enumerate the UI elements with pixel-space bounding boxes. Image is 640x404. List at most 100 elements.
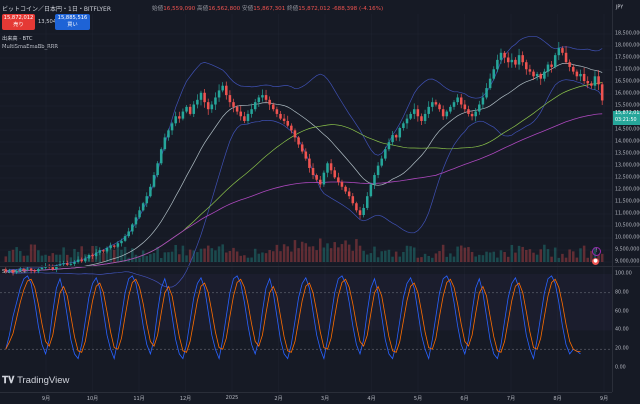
volume-bar — [431, 257, 434, 262]
time-tick: 5月 — [413, 396, 423, 402]
candle-body — [84, 258, 87, 261]
time-axis[interactable]: 9月 10月 11月 12月 2025 2月 3月 4月 5月 6月 7月 8月 9月 — [0, 392, 612, 404]
candle-body — [546, 64, 550, 72]
candle-body — [167, 130, 170, 138]
volume-bar — [22, 255, 26, 262]
candle-body — [300, 144, 304, 152]
candle-body — [51, 267, 55, 270]
price-tick: 11,500,000 — [615, 199, 640, 205]
price-tick: 10,500,000 — [615, 223, 640, 229]
volume-bar — [322, 247, 326, 262]
bb-upper-line — [5, 35, 603, 272]
ma-indicator-label[interactable]: MultiSmaEmaBb_RRR — [2, 44, 58, 50]
candle-body — [333, 170, 336, 178]
candle-body — [387, 142, 391, 150]
sell-button[interactable]: 15,872,012 売り — [2, 14, 35, 30]
volume-bar — [398, 256, 402, 262]
volume-bar — [196, 252, 199, 262]
candle-body — [416, 109, 420, 117]
volume-bar — [553, 247, 557, 262]
candle-body — [217, 90, 221, 98]
candle-body — [380, 158, 383, 166]
price-tick: 9,500,000 — [615, 247, 640, 253]
volume-bar — [235, 251, 239, 262]
candle-body — [517, 55, 521, 65]
buy-button[interactable]: 15,885,516 買い — [55, 14, 90, 30]
candle-body — [55, 265, 58, 270]
currency-label[interactable]: JPY — [616, 5, 624, 11]
volume-bar — [528, 249, 532, 262]
candle-body — [553, 55, 557, 67]
volume-bar — [333, 242, 336, 262]
candle-body — [98, 250, 102, 253]
candle-body — [109, 245, 112, 248]
tradingview-logo[interactable]: 𝐓𝐕 TradingView — [2, 375, 70, 386]
pane-separator[interactable] — [0, 266, 640, 267]
candle-body — [470, 113, 474, 117]
volume-bar — [539, 249, 543, 262]
news-marker-icon[interactable]: ● — [592, 258, 599, 265]
chart-canvas[interactable] — [0, 14, 612, 392]
last-price-tag: 15,872,012 03:21:50 — [613, 111, 640, 125]
time-tick: 9月 — [41, 396, 51, 402]
candlesticks — [4, 41, 604, 276]
candle-body — [293, 130, 297, 138]
volume-bar — [575, 257, 579, 262]
stoch-k-line — [5, 275, 581, 361]
price-tick: 12,000,000 — [615, 187, 640, 193]
volume-bar — [391, 256, 394, 262]
volume-bar — [47, 255, 51, 262]
volume-bar — [293, 240, 297, 262]
volume-bar — [452, 256, 456, 262]
volume-bar — [488, 252, 492, 262]
candle-body — [8, 270, 11, 272]
volume-bar — [105, 248, 109, 262]
candle-body — [355, 203, 358, 211]
candle-body — [264, 95, 268, 100]
volume-bar — [600, 253, 604, 262]
candle-body — [87, 254, 91, 259]
stoch-tick: 80.00 — [615, 290, 629, 296]
volume-bar — [178, 254, 181, 262]
candle-body — [170, 123, 174, 131]
volume-bar — [4, 256, 8, 262]
volume-bar — [156, 246, 159, 262]
candle-body — [521, 55, 524, 63]
candle-body — [65, 263, 69, 265]
symbol-title[interactable]: ビットコイン／日本円・1日・BITFLYER — [2, 6, 111, 13]
volume-bar — [438, 251, 441, 262]
stoch-rsi-label[interactable]: Stoch RSI — [2, 269, 27, 275]
candle-body — [561, 48, 564, 53]
volume-bar — [286, 246, 289, 262]
event-marker-icon[interactable]: ! — [592, 247, 601, 256]
candle-body — [253, 102, 257, 110]
candle-body — [19, 269, 22, 271]
volume-bar — [362, 250, 365, 262]
price-tick: 14,000,000 — [615, 139, 640, 145]
candle-body — [123, 236, 127, 241]
volume-bar — [58, 254, 62, 262]
candle-body — [459, 97, 463, 105]
volume-bar — [268, 250, 271, 262]
price-axis[interactable]: JPY 18,500,000 18,000,000 17,500,000 17,000… — [612, 0, 640, 392]
volume-bar — [365, 254, 369, 262]
candle-body — [225, 85, 228, 96]
candle-body — [257, 97, 261, 103]
price-tick: 16,500,000 — [615, 79, 640, 85]
candle-body — [358, 210, 362, 215]
volume-bar — [188, 249, 192, 262]
volume-bar — [203, 248, 206, 262]
stoch-band — [0, 274, 612, 331]
volume-bar — [232, 247, 235, 262]
candle-body — [62, 263, 65, 265]
volume-bar — [311, 246, 315, 262]
volume-bar — [221, 244, 224, 262]
volume-indicator-label[interactable]: 出来高 · BTC — [2, 36, 33, 42]
volume-bar — [246, 257, 250, 262]
volume-bar — [73, 248, 76, 262]
candle-body — [376, 165, 380, 176]
candle-body — [297, 137, 300, 145]
volume-bar — [579, 248, 582, 262]
volume-bar — [264, 253, 268, 262]
candle-body — [568, 62, 571, 67]
